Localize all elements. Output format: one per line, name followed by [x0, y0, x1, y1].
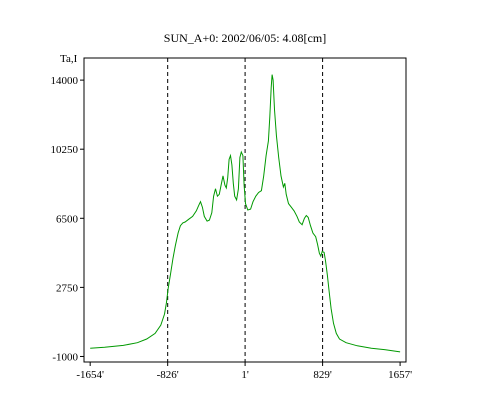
x-axis-ticks: -1654' -826' 1' 829' 1657' [76, 362, 412, 381]
x-tick-label-2: 1' [241, 369, 249, 381]
x-tick-label-4: 1657' [388, 369, 412, 381]
series-line-0 [90, 74, 401, 353]
y-tick-label-1: 10250 [51, 144, 79, 156]
reference-lines [167, 58, 324, 362]
x-tick-label-0: -1654' [76, 369, 104, 381]
y-tick-label-4: -1000 [52, 351, 78, 363]
y-axis-label: Ta,I [60, 53, 78, 65]
x-tick-label-1: -826' [157, 369, 179, 381]
x-tick-label-3: 829' [313, 369, 332, 381]
y-axis-ticks: 14000 10250 6500 2750 -1000 [51, 75, 84, 363]
y-tick-label-3: 2750 [56, 282, 79, 294]
y-tick-label-0: 14000 [51, 75, 79, 87]
chart-title: SUN_A+0: 2002/06/05: 4.08[cm] [164, 31, 326, 45]
series-layer [90, 74, 401, 353]
y-tick-label-2: 6500 [56, 213, 79, 225]
